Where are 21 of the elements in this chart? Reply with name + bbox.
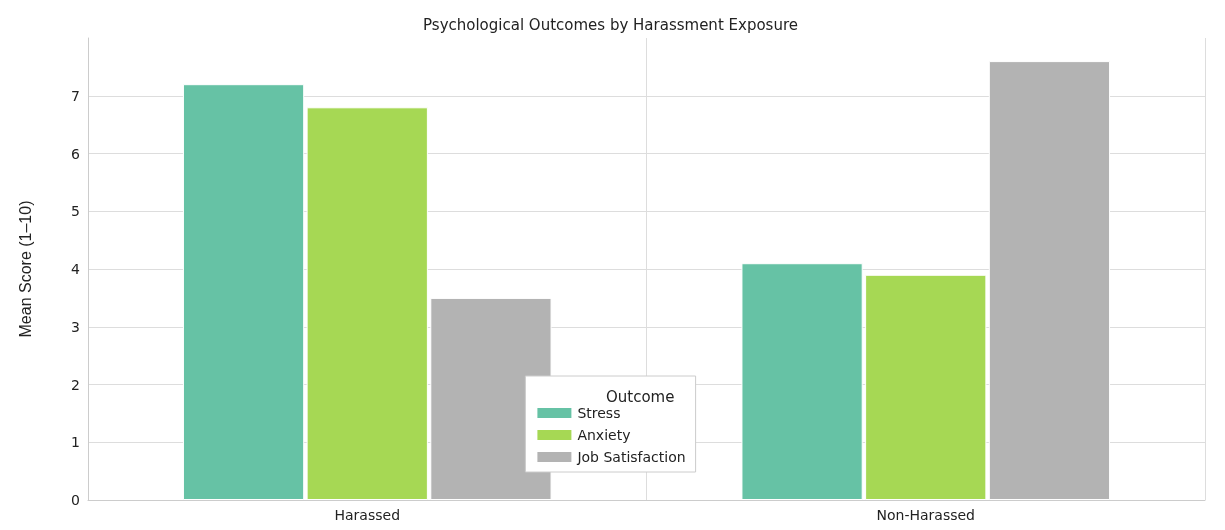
y-tick-label: 5 <box>71 203 80 220</box>
x-tick-label: Non-Harassed <box>876 507 975 523</box>
bar <box>182 84 305 500</box>
y-tick-label: 4 <box>71 261 81 277</box>
y-tick-label: 3 <box>71 318 80 335</box>
bar <box>741 263 863 500</box>
legend-label: Job Satisfaction <box>576 449 686 465</box>
chart-title: Psychological Outcomes by Harassment Exposure <box>423 15 798 34</box>
x-tick-label: Harassed <box>334 507 401 523</box>
y-tick-label: 1 <box>71 434 80 451</box>
legend-label: Anxiety <box>577 427 631 443</box>
y-tick-label: 7 <box>71 87 80 104</box>
bar <box>988 61 1111 500</box>
y-tick-label: 6 <box>71 145 81 162</box>
legend-title: Outcome <box>606 387 675 406</box>
bar <box>306 107 428 500</box>
bar <box>865 274 987 500</box>
y-tick-label: 2 <box>71 376 80 393</box>
legend-label: Stress <box>577 405 621 421</box>
y-tick-label: 0 <box>71 492 80 508</box>
y-axis-title: Mean Score (1–10) <box>16 200 34 338</box>
